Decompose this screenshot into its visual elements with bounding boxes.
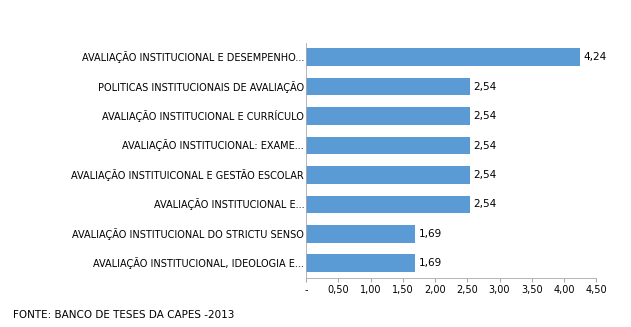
Text: AVALIAÇÃO INSTITUCIONAL E...: AVALIAÇÃO INSTITUCIONAL E...: [153, 198, 304, 210]
Text: AVALIAÇÃO INSTITUCIONAL E DESEMPENHO...: AVALIAÇÃO INSTITUCIONAL E DESEMPENHO...: [82, 51, 304, 63]
Text: 2,54: 2,54: [474, 170, 497, 180]
Text: 2,54: 2,54: [474, 82, 497, 92]
Bar: [306, 107, 470, 125]
Text: 2,54: 2,54: [474, 199, 497, 209]
Bar: [306, 48, 579, 66]
Text: AVALIAÇÃO INSTITUCIONAL: EXAME...: AVALIAÇÃO INSTITUCIONAL: EXAME...: [122, 140, 304, 151]
Bar: [306, 137, 470, 154]
Text: AVALIAÇÃO INSTITUCIONAL E CURRÍCULO: AVALIAÇÃO INSTITUCIONAL E CURRÍCULO: [102, 110, 304, 122]
Text: POLITICAS INSTITUCIONAIS DE AVALIAÇÃO: POLITICAS INSTITUCIONAIS DE AVALIAÇÃO: [98, 81, 304, 93]
Bar: [306, 166, 470, 184]
Text: 2,54: 2,54: [474, 111, 497, 121]
Text: AVALIAÇÃO INSTITUCIONAL, IDEOLOGIA E...: AVALIAÇÃO INSTITUCIONAL, IDEOLOGIA E...: [93, 257, 304, 269]
Text: 4,24: 4,24: [584, 52, 606, 62]
Bar: [306, 254, 415, 272]
Text: FONTE: BANCO DE TESES DA CAPES -2013: FONTE: BANCO DE TESES DA CAPES -2013: [13, 310, 234, 320]
Bar: [306, 78, 470, 95]
Text: AVALIAÇÃO INSTITUCIONAL DO STRICTU SENSO: AVALIAÇÃO INSTITUCIONAL DO STRICTU SENSO: [73, 228, 304, 240]
Text: 2,54: 2,54: [474, 141, 497, 150]
Bar: [306, 196, 470, 213]
Text: 1,69: 1,69: [419, 229, 442, 239]
Text: 1,69: 1,69: [419, 258, 442, 268]
Bar: [306, 225, 415, 243]
Text: AVALIAÇÃO INSTITUICONAL E GESTÃO ESCOLAR: AVALIAÇÃO INSTITUICONAL E GESTÃO ESCOLAR: [71, 169, 304, 181]
